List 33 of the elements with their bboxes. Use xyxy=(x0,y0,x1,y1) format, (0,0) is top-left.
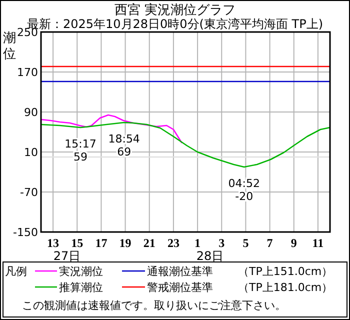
x-tick-label: 3 xyxy=(218,236,225,250)
y-tick-label: -70 xyxy=(20,186,38,199)
x-tick-label: 13 xyxy=(47,236,60,250)
annotation: 04:52 -20 xyxy=(228,177,260,203)
y-tick-label: 90 xyxy=(24,106,38,119)
text: 28日 xyxy=(196,249,224,263)
x-tick-label: 21 xyxy=(143,236,156,250)
text: （TP上151.0cm） xyxy=(238,265,333,278)
x-tick-label: 1 xyxy=(194,236,201,250)
line-series xyxy=(40,122,331,168)
legend-label: 実況潮位 xyxy=(59,265,103,278)
legend-title: 凡例 xyxy=(5,265,27,278)
x-tick-label: 9 xyxy=(290,236,297,250)
legend-label: 推算潮位 xyxy=(59,281,103,294)
y-tick-label: 170 xyxy=(17,66,38,79)
legend-label: 警戒潮位基準 xyxy=(147,281,213,294)
x-tick-label: 15 xyxy=(71,236,84,250)
annotation: 15:17 59 xyxy=(64,138,96,164)
x-tick-label: 23 xyxy=(167,236,180,250)
y-tick-label: 10 xyxy=(24,146,38,159)
y-axis-title: 潮位 xyxy=(3,31,16,62)
chart-title: 西宮 実況潮位グラフ xyxy=(114,2,236,18)
x-tick-label: 11 xyxy=(312,236,324,250)
annotation: 18:54 69 xyxy=(108,132,140,158)
x-tick-label: 17 xyxy=(95,236,108,250)
x-tick-label: 19 xyxy=(119,236,132,250)
text: （TP上181.0cm） xyxy=(238,281,333,294)
x-tick-label: 7 xyxy=(266,236,273,250)
legend-label: 通報潮位基準 xyxy=(147,265,213,278)
text: 27日 xyxy=(53,249,81,263)
text: この観測値は速報値です。取り扱いにご注意下さい。 xyxy=(22,299,286,312)
y-tick-label: -150 xyxy=(13,226,38,239)
x-tick-label: 5 xyxy=(242,236,249,250)
